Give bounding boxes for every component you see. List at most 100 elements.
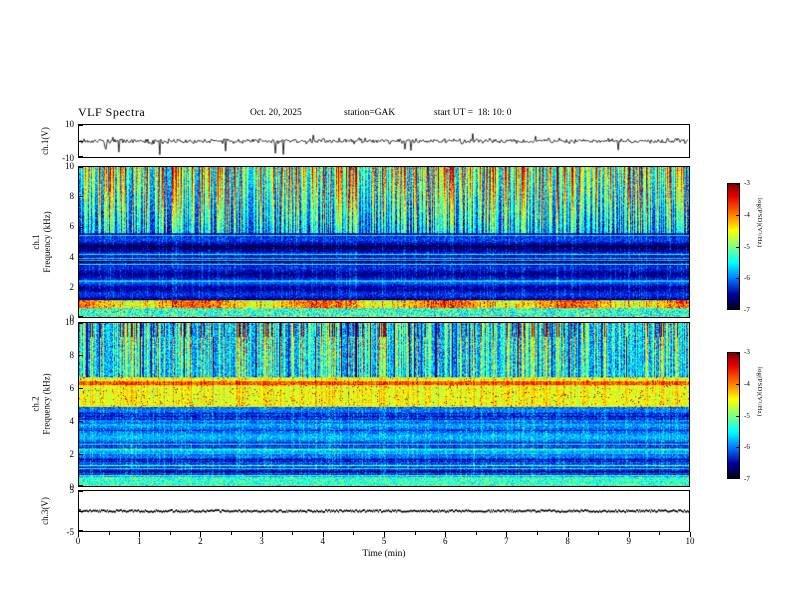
x-tick-label: 5	[381, 536, 387, 546]
y-tick-mark	[79, 167, 83, 168]
x-tick-mark	[445, 532, 447, 537]
y-tick-label: 8	[69, 349, 75, 360]
x-minor-tick-mark	[475, 532, 477, 535]
y-tick-mark	[79, 156, 83, 157]
x-tick-label: 6	[442, 536, 448, 546]
y-tick-label: 6	[69, 382, 75, 393]
y-tick-mark	[79, 257, 83, 259]
frequency-axis-label: Frequency (kHz)	[41, 373, 52, 435]
y-tick-mark	[79, 485, 83, 486]
y-tick-label: -5	[66, 526, 75, 537]
y-tick-label: 5	[69, 484, 75, 495]
x-tick-label: 9	[626, 536, 632, 546]
colorbar-tick-mark	[736, 278, 739, 279]
x-tick-mark	[384, 532, 385, 537]
y-tick-mark	[79, 511, 83, 512]
colorbar-tick-label: -4	[744, 210, 750, 219]
ch2-spectrogram-ylabel: ch.2 Frequency (kHz)	[31, 322, 53, 487]
colorbar-tick-mark	[736, 416, 739, 417]
y-tick-mark	[79, 530, 83, 531]
y-tick-mark	[79, 388, 83, 389]
y-tick-mark	[79, 226, 83, 228]
colorbar-tick-label: -3	[744, 348, 750, 356]
y-tick-label: 2	[69, 282, 75, 293]
colorbar-tick-label: -7	[744, 475, 750, 483]
ch1-label: ch.1	[31, 234, 41, 250]
y-tick-mark	[79, 316, 83, 317]
figure-date: Oct. 20, 2025	[250, 108, 302, 118]
y-tick-mark	[79, 196, 83, 198]
ch1-waveform-panel	[78, 124, 690, 158]
y-tick-mark	[79, 454, 83, 455]
x-tick-mark	[322, 532, 324, 537]
colorbar-tick-mark	[736, 215, 739, 216]
figure-station: station=GAK	[344, 108, 396, 118]
y-tick-label: 10	[65, 160, 74, 171]
y-tick-mark	[79, 141, 83, 142]
x-tick-mark	[200, 532, 202, 537]
y-tick-label: 2	[69, 448, 75, 459]
x-minor-tick-mark	[231, 532, 232, 535]
colorbar-tick-label: -5	[744, 242, 750, 251]
colorbar-tick-mark	[736, 184, 739, 185]
ch2-spectrogram-panel	[78, 322, 690, 487]
y-tick-label: -10	[62, 152, 74, 163]
x-minor-tick-mark	[108, 532, 110, 535]
colorbar-tick-label: -5	[744, 411, 750, 420]
x-tick-mark	[628, 532, 630, 537]
x-tick-label: 0	[75, 536, 81, 546]
y-tick-mark	[79, 355, 83, 356]
colorbar-tick-label: -6	[744, 443, 750, 452]
x-tick-label: 8	[565, 536, 570, 546]
x-tick-label: 3	[259, 536, 264, 546]
colorbar-tick-label: -6	[744, 274, 750, 283]
y-tick-mark	[79, 421, 83, 422]
ch1-waveform-canvas	[79, 125, 689, 157]
x-minor-tick-mark	[353, 532, 355, 535]
x-tick-mark	[506, 532, 508, 537]
ch1-spectrogram-panel	[78, 166, 690, 318]
x-tick-label: 2	[198, 536, 203, 546]
y-tick-mark	[79, 491, 83, 492]
y-tick-label: 0	[69, 481, 75, 492]
colorbar-tick-mark	[736, 308, 739, 309]
x-tick-label: 4	[320, 536, 326, 546]
ch2-label: ch.2	[30, 396, 41, 412]
x-minor-tick-mark	[598, 532, 600, 535]
colorbar-tick-mark	[736, 247, 739, 248]
x-tick-mark	[690, 532, 691, 537]
y-tick-mark	[79, 125, 83, 126]
x-tick-label: 10	[685, 536, 695, 546]
x-minor-tick-mark	[537, 532, 538, 535]
ch2-spectrogram-canvas	[79, 323, 689, 486]
ch1-spectrogram-ylabel: ch.1 Frequency (kHz)	[31, 166, 53, 318]
y-tick-mark	[79, 287, 83, 289]
colorbar-tick-label: -7	[744, 306, 750, 314]
y-tick-label: 0	[69, 312, 75, 323]
frequency-axis-label: Frequency (kHz)	[42, 211, 52, 273]
colorbar-tick-label: -4	[744, 379, 750, 388]
colorbar-2-label: log(PSD)(V²/Hz)	[756, 367, 763, 417]
colorbar-1-label: log(PSD)(V²/Hz)	[756, 198, 763, 248]
x-minor-tick-mark	[414, 532, 416, 535]
colorbar-tick-mark	[736, 384, 739, 385]
x-tick-mark	[139, 532, 141, 537]
x-minor-tick-mark	[659, 532, 661, 535]
y-tick-label: 4	[69, 251, 75, 262]
y-tick-label: 10	[65, 118, 74, 129]
ch1-spectrogram-canvas	[79, 167, 689, 317]
ch3-waveform-panel	[78, 490, 690, 532]
x-tick-mark	[567, 532, 569, 537]
x-axis-label: Time (min)	[362, 549, 406, 559]
y-tick-label: 8	[69, 190, 75, 201]
x-tick-label: 1	[136, 536, 142, 546]
y-tick-mark	[79, 323, 83, 324]
colorbar-tick-mark	[736, 353, 739, 354]
ch3-waveform-canvas	[79, 491, 689, 531]
x-minor-tick-mark	[169, 532, 171, 535]
x-tick-label: 7	[504, 536, 509, 546]
y-tick-label: 10	[65, 316, 74, 327]
colorbar-tick-label: -3	[744, 179, 750, 187]
colorbar-tick-mark	[736, 447, 739, 448]
